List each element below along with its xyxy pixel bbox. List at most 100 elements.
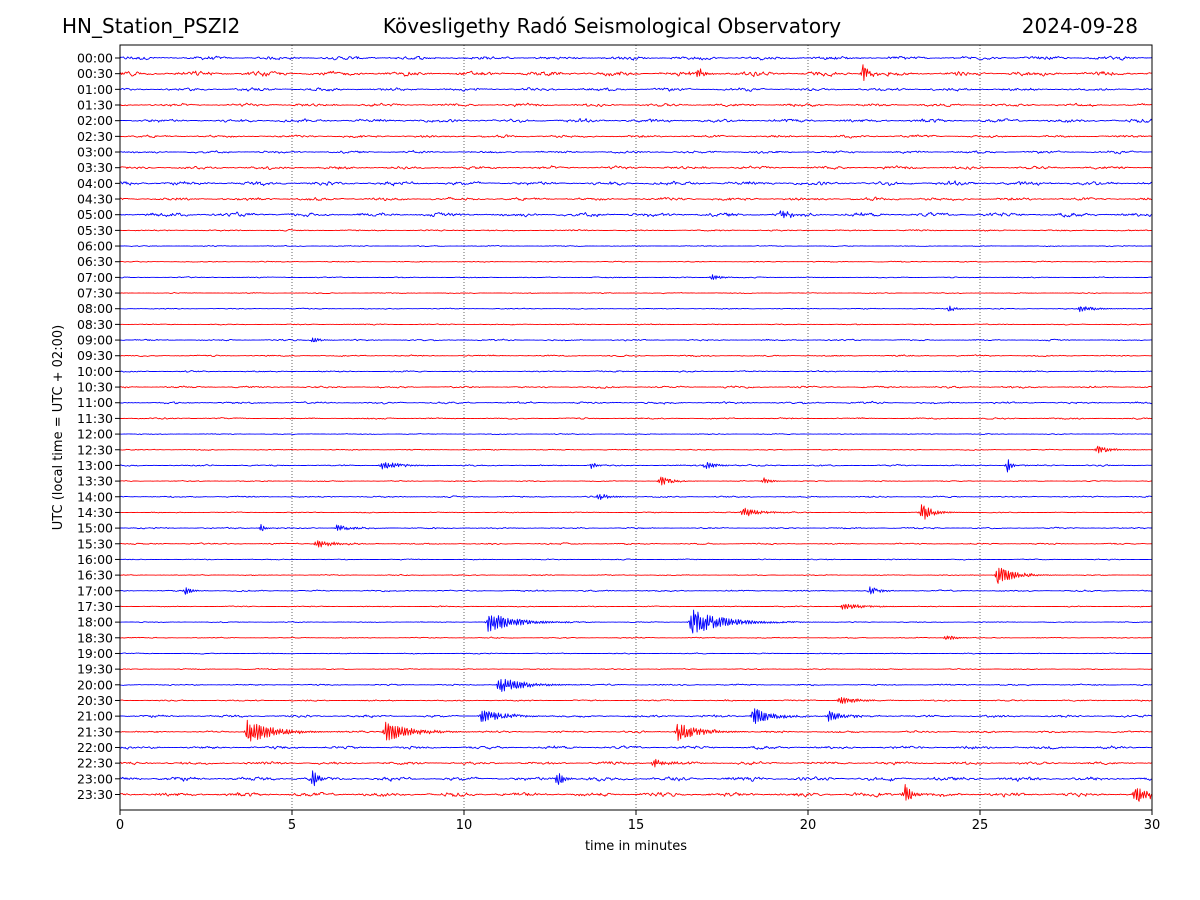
y-tick-label: 20:00 <box>77 677 113 692</box>
trace-20:30 <box>120 696 1152 704</box>
x-tick-label: 20 <box>800 818 817 833</box>
trace-22:30 <box>119 758 1153 768</box>
x-axis-label: time in minutes <box>585 839 687 854</box>
y-tick-label: 09:00 <box>77 333 113 348</box>
y-tick-label: 03:30 <box>77 160 113 175</box>
trace-11:30 <box>120 417 1153 420</box>
y-tick-label: 16:30 <box>77 568 113 583</box>
y-tick-label: 01:00 <box>77 82 113 97</box>
trace-18:30 <box>119 635 1153 640</box>
y-tick-label: 16:00 <box>77 552 113 567</box>
trace-09:00 <box>119 337 1153 343</box>
trace-15:30 <box>119 540 1153 548</box>
y-tick-label: 02:00 <box>77 113 113 128</box>
x-tick-label: 30 <box>1144 818 1161 833</box>
x-tick-label: 5 <box>288 818 296 833</box>
y-tick-label: 05:00 <box>77 207 113 222</box>
trace-01:30 <box>119 102 1153 108</box>
y-tick-label: 19:00 <box>77 646 113 661</box>
y-tick-label: 21:00 <box>77 709 113 724</box>
trace-02:30 <box>119 134 1153 139</box>
y-tick-label: 06:00 <box>77 239 113 254</box>
y-tick-label: 04:00 <box>77 176 113 191</box>
y-tick-label: 14:00 <box>77 489 113 504</box>
trace-05:30 <box>119 229 1153 232</box>
y-tick-label: 02:30 <box>77 129 113 144</box>
trace-00:30 <box>119 64 1153 82</box>
y-tick-label: 04:30 <box>77 192 113 207</box>
y-tick-label: 15:30 <box>77 536 113 551</box>
chart-date: 2024-09-28 <box>1021 14 1138 38</box>
trace-00:00 <box>119 55 1153 61</box>
trace-18:00 <box>119 609 1153 634</box>
y-tick-label: 07:00 <box>77 270 113 285</box>
y-axis-label: UTC (local time = UTC + 02:00) <box>51 325 66 530</box>
trace-17:00 <box>119 586 1153 595</box>
x-tick-label: 25 <box>972 818 989 833</box>
trace-19:00 <box>119 652 1152 655</box>
trace-23:30 <box>119 784 1153 802</box>
trace-02:00 <box>119 118 1153 123</box>
y-tick-label: 21:30 <box>77 724 113 739</box>
trace-21:00 <box>119 708 1153 724</box>
trace-09:30 <box>119 354 1153 358</box>
trace-07:30 <box>119 292 1153 295</box>
trace-06:30 <box>120 260 1153 263</box>
grid-lines <box>291 45 981 810</box>
y-tick-label: 22:30 <box>77 756 113 771</box>
observatory-title: Kövesligethy Radó Seismological Observat… <box>382 14 842 38</box>
seismic-traces <box>119 55 1153 802</box>
trace-04:30 <box>119 196 1153 202</box>
trace-15:00 <box>119 523 1153 532</box>
y-tick-label: 20:30 <box>77 693 113 708</box>
y-tick-label: 14:30 <box>77 505 113 520</box>
trace-07:00 <box>119 274 1153 280</box>
trace-11:00 <box>119 400 1153 405</box>
trace-13:00 <box>119 459 1153 473</box>
trace-22:00 <box>119 745 1153 750</box>
trace-08:30 <box>120 323 1152 326</box>
y-tick-label: 12:30 <box>77 442 113 457</box>
y-tick-label: 05:30 <box>77 223 113 238</box>
y-tick-label: 23:30 <box>77 787 113 802</box>
trace-05:00 <box>120 210 1153 219</box>
station-name: HN_Station_PSZI2 <box>62 14 241 38</box>
trace-21:30 <box>119 719 1153 742</box>
x-axis-ticks: 0 5 10 15 20 25 30 <box>116 810 1160 833</box>
y-tick-label: 09:30 <box>77 348 113 363</box>
trace-10:30 <box>119 385 1153 389</box>
trace-19:30 <box>119 668 1153 671</box>
x-tick-label: 10 <box>456 818 473 833</box>
y-tick-label: 23:00 <box>77 771 113 786</box>
trace-04:00 <box>120 180 1153 187</box>
trace-12:00 <box>120 433 1153 436</box>
y-tick-label: 11:00 <box>77 395 113 410</box>
trace-14:00 <box>119 493 1153 501</box>
trace-23:00 <box>119 770 1153 787</box>
trace-14:30 <box>119 504 1152 520</box>
y-tick-label: 15:00 <box>77 521 113 536</box>
trace-13:30 <box>119 476 1153 486</box>
trace-10:00 <box>119 370 1153 373</box>
trace-03:00 <box>119 149 1153 155</box>
trace-20:00 <box>119 678 1153 692</box>
y-tick-label: 10:30 <box>77 380 113 395</box>
x-tick-label: 15 <box>628 818 645 833</box>
y-tick-label: 06:30 <box>77 254 113 269</box>
y-tick-label: 17:00 <box>77 583 113 598</box>
y-tick-label: 08:30 <box>77 317 113 332</box>
y-tick-label: 13:00 <box>77 458 113 473</box>
y-axis-ticks: 00:0000:3001:0001:3002:0002:3003:0003:30… <box>77 51 120 802</box>
trace-16:00 <box>119 558 1152 561</box>
y-tick-label: 13:30 <box>77 474 113 489</box>
y-tick-label: 00:30 <box>77 66 113 81</box>
y-tick-label: 17:30 <box>77 599 113 614</box>
trace-16:30 <box>119 567 1153 584</box>
y-tick-label: 08:00 <box>77 301 113 316</box>
y-tick-label: 07:30 <box>77 286 113 301</box>
y-tick-label: 10:00 <box>77 364 113 379</box>
y-tick-label: 00:00 <box>77 51 113 66</box>
y-tick-label: 11:30 <box>77 411 113 426</box>
y-tick-label: 22:00 <box>77 740 113 755</box>
